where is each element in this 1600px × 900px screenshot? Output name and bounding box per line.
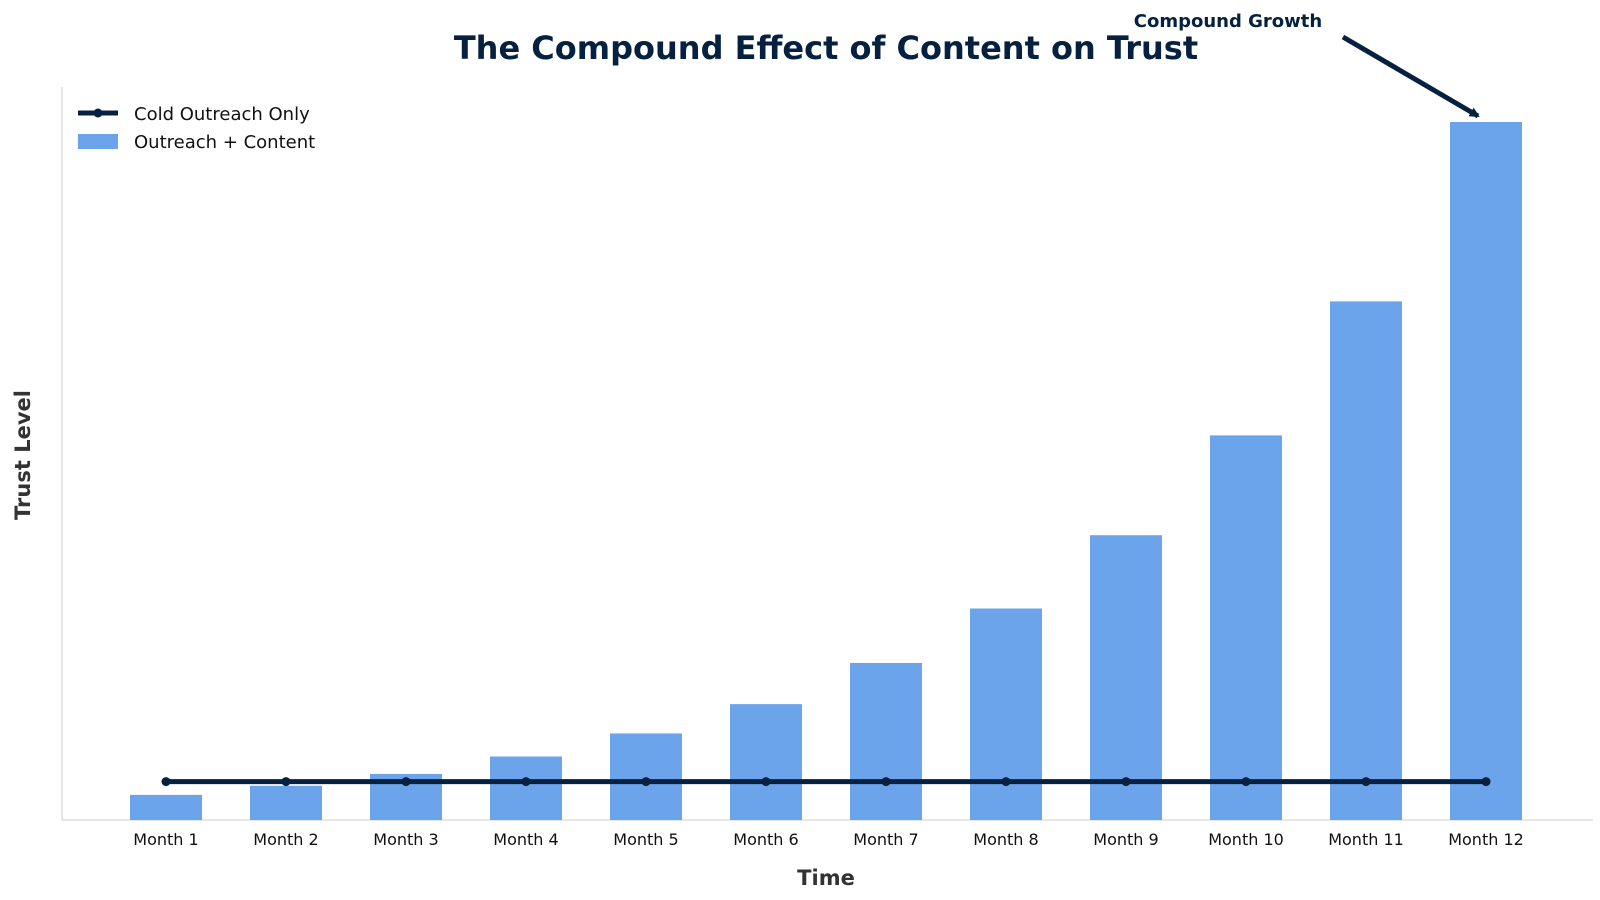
line-series-group bbox=[161, 777, 1491, 787]
legend-label-outreach-content: Outreach + Content bbox=[134, 132, 315, 153]
x-tick-month-9: Month 9 bbox=[1093, 830, 1158, 849]
legend-bar-swatch bbox=[78, 134, 118, 149]
legend-label-cold-outreach: Cold Outreach Only bbox=[134, 104, 310, 125]
x-tick-month-1: Month 1 bbox=[133, 830, 198, 849]
line-point-month-5 bbox=[641, 777, 651, 787]
line-point-month-6 bbox=[761, 777, 771, 787]
line-point-month-3 bbox=[401, 777, 411, 787]
bar-month-6 bbox=[730, 704, 802, 820]
x-tick-month-2: Month 2 bbox=[253, 830, 318, 849]
bar-month-5 bbox=[610, 733, 682, 820]
x-tick-month-6: Month 6 bbox=[733, 830, 798, 849]
bar-month-2 bbox=[250, 785, 322, 820]
y-axis-label: Trust Level bbox=[11, 390, 35, 520]
x-tick-month-5: Month 5 bbox=[613, 830, 678, 849]
x-axis-label: Time bbox=[797, 866, 855, 890]
x-tick-month-3: Month 3 bbox=[373, 830, 438, 849]
line-point-month-4 bbox=[521, 777, 531, 787]
bars-group bbox=[130, 122, 1522, 820]
bar-month-9 bbox=[1090, 535, 1162, 820]
line-point-month-8 bbox=[1001, 777, 1011, 787]
x-tick-month-7: Month 7 bbox=[853, 830, 918, 849]
legend: Cold Outreach Only Outreach + Content bbox=[78, 104, 315, 153]
line-point-month-12 bbox=[1481, 777, 1491, 787]
x-tick-month-12: Month 12 bbox=[1448, 830, 1524, 849]
x-tick-month-11: Month 11 bbox=[1328, 830, 1404, 849]
chart-title: The Compound Effect of Content on Trust bbox=[454, 29, 1198, 67]
bar-month-4 bbox=[490, 756, 562, 820]
legend-line-marker bbox=[93, 108, 103, 118]
bar-month-12 bbox=[1450, 122, 1522, 820]
line-point-month-9 bbox=[1121, 777, 1131, 787]
line-point-month-10 bbox=[1241, 777, 1251, 787]
annotation-compound-growth: Compound Growth bbox=[1134, 11, 1322, 32]
x-tick-month-10: Month 10 bbox=[1208, 830, 1284, 849]
bar-month-8 bbox=[970, 608, 1042, 820]
bar-month-10 bbox=[1210, 435, 1282, 820]
line-point-month-11 bbox=[1361, 777, 1371, 787]
x-tick-month-8: Month 8 bbox=[973, 830, 1038, 849]
line-point-month-7 bbox=[881, 777, 891, 787]
line-point-month-1 bbox=[161, 777, 171, 787]
x-tick-month-4: Month 4 bbox=[493, 830, 558, 849]
x-tick-labels: Month 1 Month 2 Month 3 Month 4 Month 5 Month… bbox=[133, 830, 1524, 849]
line-point-month-2 bbox=[281, 777, 291, 787]
bar-month-1 bbox=[130, 794, 202, 820]
bar-month-7 bbox=[850, 662, 922, 820]
bar-month-11 bbox=[1330, 301, 1402, 820]
annotation-arrow bbox=[1341, 34, 1480, 119]
